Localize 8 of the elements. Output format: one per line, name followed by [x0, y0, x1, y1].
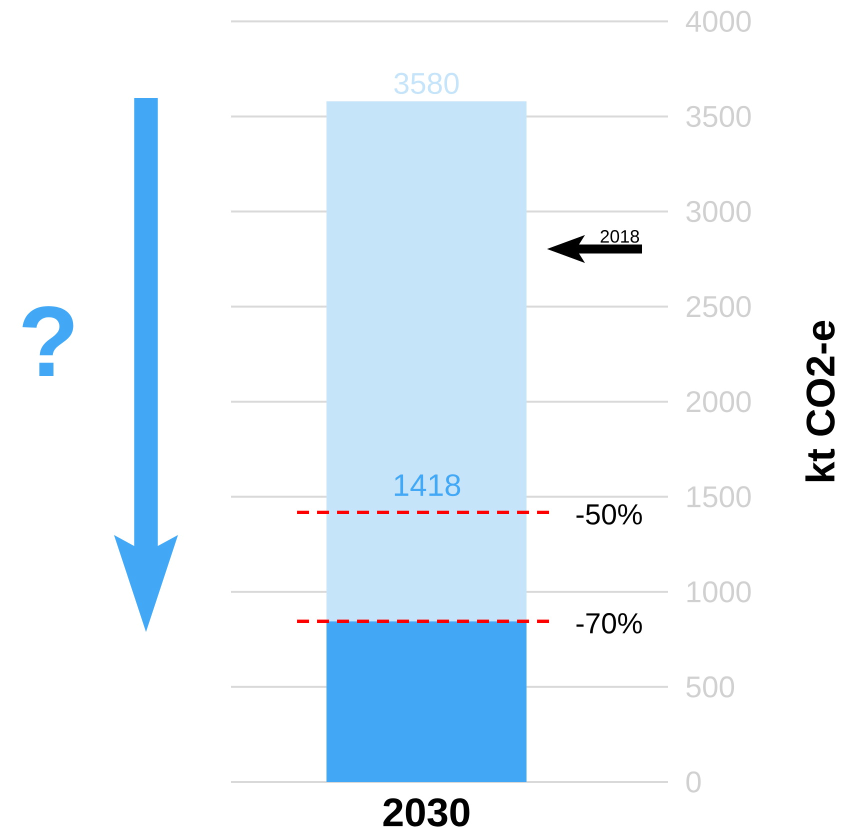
annotation: -50% [576, 504, 642, 525]
ref-line-label: 1418 [394, 474, 460, 496]
annotation: -70% [576, 613, 642, 634]
y-axis-title: kt CO2-e [805, 320, 835, 482]
x-tick-label: 2030 [383, 798, 470, 827]
text: ? [22, 306, 74, 376]
annotation: 2018 [600, 230, 640, 243]
total-label: 3580 [394, 72, 459, 94]
